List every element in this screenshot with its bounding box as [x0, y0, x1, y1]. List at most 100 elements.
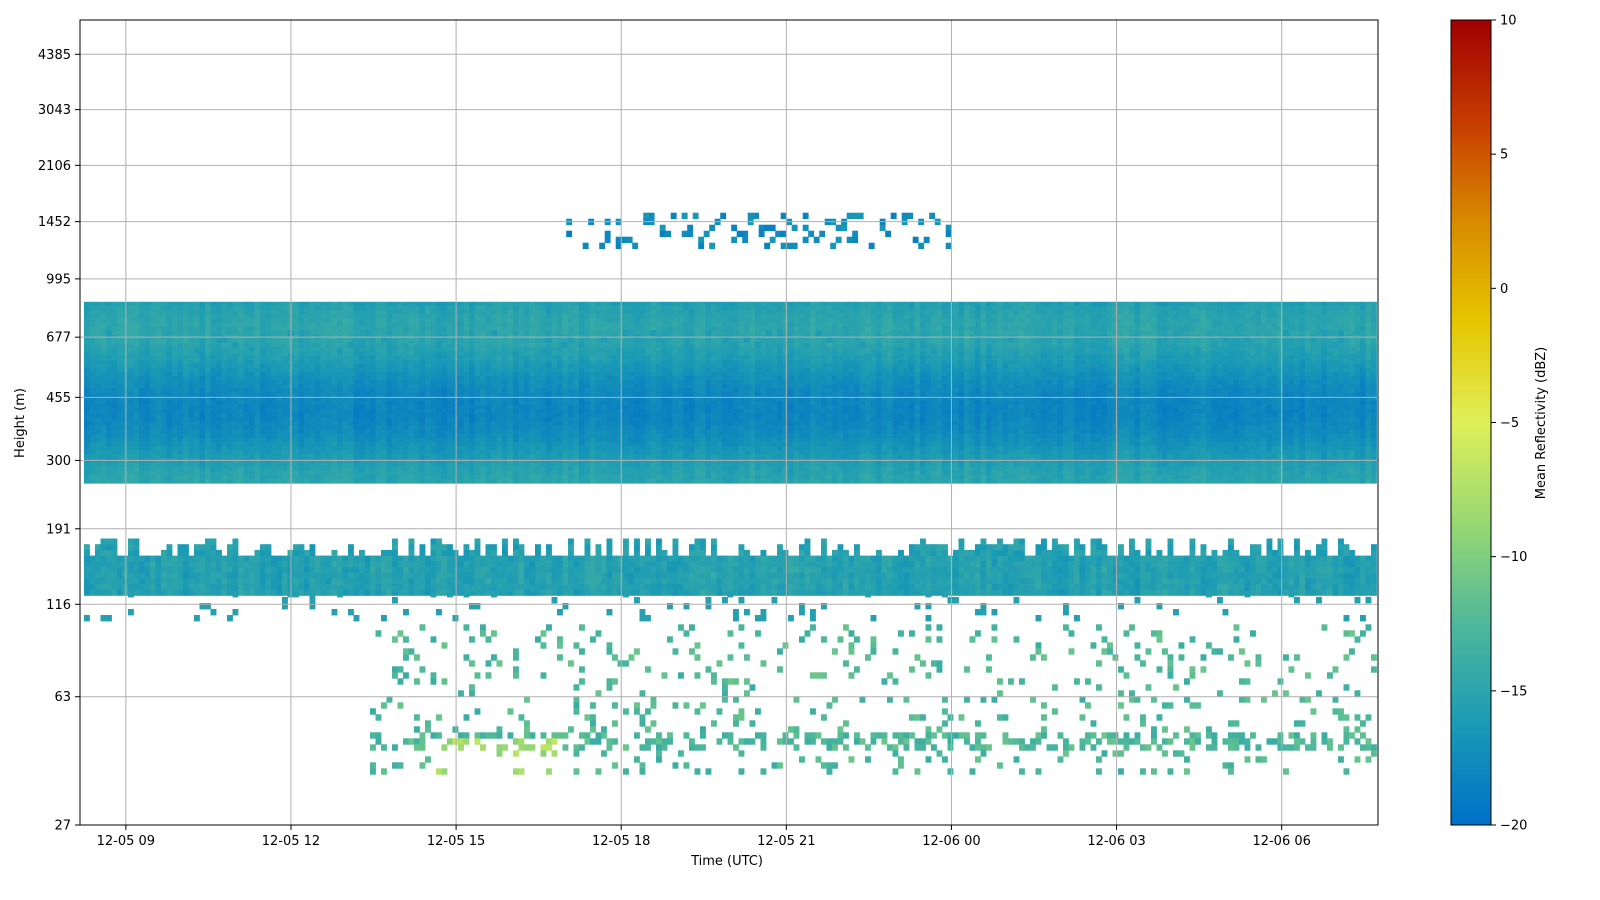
heatmap-cell — [155, 404, 162, 410]
heatmap-cell — [480, 404, 486, 410]
heatmap-cell — [342, 367, 349, 373]
heatmap-cell — [634, 314, 640, 319]
heatmap-cell — [276, 330, 283, 336]
heatmap-cell — [298, 413, 305, 418]
heatmap-cell — [320, 442, 327, 447]
heatmap-cell — [496, 314, 503, 319]
heatmap-cell — [441, 351, 448, 356]
heatmap-cell — [254, 322, 261, 327]
heatmap-cell — [661, 425, 668, 430]
heatmap-cell — [700, 363, 706, 369]
heatmap-cell — [425, 301, 431, 307]
heatmap-cell — [100, 343, 107, 348]
heatmap-cell — [601, 454, 607, 459]
heatmap-cell — [595, 417, 602, 422]
heatmap-cell — [491, 376, 497, 381]
heatmap-cell — [337, 433, 343, 439]
heatmap-cell — [260, 388, 266, 393]
heatmap-cell — [216, 355, 222, 360]
heatmap-cell — [260, 437, 266, 443]
heatmap-cell — [700, 404, 706, 410]
heatmap-cell — [276, 475, 283, 480]
heatmap-cell — [364, 306, 371, 311]
heatmap-cell — [232, 450, 239, 455]
heatmap-cell — [364, 392, 371, 397]
heatmap-cell — [546, 475, 552, 480]
heatmap-cell — [309, 442, 316, 447]
heatmap-cell — [524, 301, 530, 307]
heatmap-cell — [133, 429, 140, 435]
heatmap-cell — [529, 322, 536, 327]
heatmap-cell — [617, 479, 624, 484]
heatmap-cell — [551, 380, 558, 385]
heatmap-cell — [260, 404, 266, 410]
heatmap-cell — [183, 376, 189, 381]
heatmap-cell — [667, 396, 673, 402]
heatmap-cell — [320, 409, 327, 414]
heatmap-cell — [419, 351, 426, 356]
heatmap-cell — [403, 326, 409, 332]
heatmap-cell — [353, 380, 360, 385]
heatmap-cell — [342, 322, 349, 327]
heatmap-cell — [672, 413, 679, 418]
heatmap-cell — [375, 446, 382, 451]
heatmap-cell — [463, 413, 470, 418]
heatmap-cell — [84, 347, 90, 352]
heatmap-cell — [243, 454, 250, 459]
heatmap-cell — [117, 421, 123, 426]
heatmap-cell — [144, 429, 151, 435]
heatmap-cell — [95, 322, 101, 327]
heatmap-cell — [111, 376, 118, 381]
heatmap-cell — [309, 388, 316, 393]
heatmap-cell — [260, 330, 266, 336]
heatmap-cell — [568, 425, 574, 430]
heatmap-cell — [232, 351, 239, 356]
heatmap-cell — [474, 384, 481, 389]
heatmap-cell — [133, 371, 140, 377]
heatmap-cell — [254, 359, 261, 365]
heatmap-cell — [161, 400, 167, 406]
heatmap-cell — [183, 429, 189, 435]
heatmap-cell — [232, 396, 239, 402]
heatmap-cell — [403, 322, 409, 327]
heatmap-cell — [320, 392, 327, 397]
heatmap-cell — [95, 326, 101, 332]
heatmap-cell — [150, 462, 156, 468]
heatmap-cell — [408, 318, 415, 323]
heatmap-cell — [392, 322, 398, 327]
heatmap-cell — [348, 351, 354, 356]
heatmap-cell — [447, 301, 453, 307]
heatmap-cell — [166, 384, 173, 389]
heatmap-cell — [243, 376, 250, 381]
heatmap-cell — [667, 376, 673, 381]
heatmap-cell — [243, 433, 250, 439]
heatmap-cell — [315, 376, 321, 381]
heatmap-cell — [524, 306, 530, 311]
heatmap-cell — [617, 306, 624, 311]
heatmap-cell — [370, 306, 376, 311]
heatmap-cell — [628, 359, 635, 365]
heatmap-cell — [364, 359, 371, 365]
heatmap-cell — [315, 454, 321, 459]
heatmap-cell — [419, 310, 426, 315]
heatmap-cell — [524, 384, 530, 389]
heatmap-cell — [392, 306, 398, 311]
heatmap-cell — [111, 322, 118, 327]
heatmap-cell — [194, 479, 200, 484]
heatmap-cell — [282, 330, 288, 336]
heatmap-cell — [298, 384, 305, 389]
heatmap-cell — [265, 479, 272, 484]
heatmap-cell — [315, 466, 321, 472]
heatmap-cell — [628, 454, 635, 459]
heatmap-cell — [502, 470, 508, 476]
heatmap-cell — [458, 338, 464, 344]
heatmap-cell — [375, 343, 382, 348]
heatmap-cell — [353, 359, 360, 365]
heatmap-cell — [276, 400, 283, 406]
heatmap-cell — [375, 475, 382, 480]
heatmap-cell — [315, 322, 321, 327]
heatmap-cell — [117, 351, 123, 356]
heatmap-cell — [331, 322, 338, 327]
heatmap-cell — [557, 388, 563, 393]
heatmap-cell — [606, 466, 613, 472]
